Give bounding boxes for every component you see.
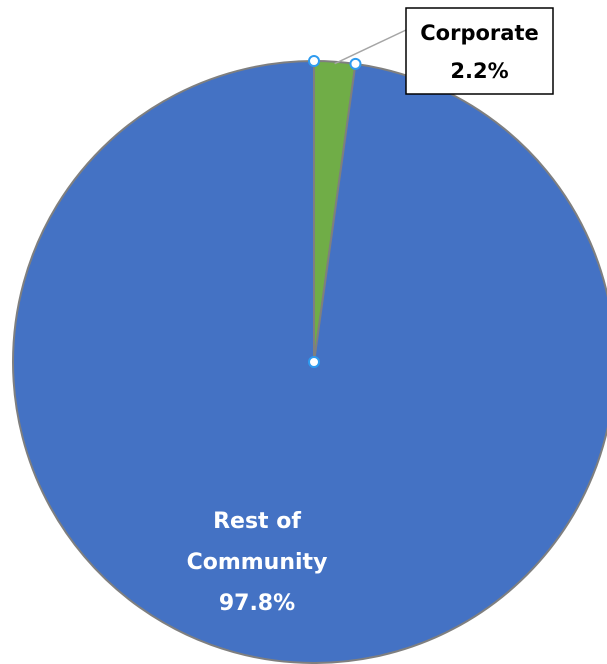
callout-box [405, 7, 554, 95]
labels-layer: Corporate 2.2% Rest of Community 97.8% [187, 21, 539, 616]
data-label-rest-of: Rest of Community 97.8% [187, 509, 328, 616]
selection-handle-2[interactable] [308, 55, 320, 67]
selection-handles [308, 55, 362, 368]
data-label-line: Rest of [213, 509, 301, 534]
data-label-line: Corporate [420, 21, 538, 45]
data-label-line: Community [187, 550, 328, 575]
data-label-corporate: Corporate 2.2% [420, 21, 538, 83]
selection-handle-3[interactable] [349, 57, 362, 70]
selection-handle-1[interactable] [308, 356, 320, 368]
callout-leader-line [334, 29, 407, 65]
callout-layer [334, 7, 554, 95]
data-label-line: 97.8% [219, 591, 295, 616]
data-label-line: 2.2% [450, 59, 508, 83]
